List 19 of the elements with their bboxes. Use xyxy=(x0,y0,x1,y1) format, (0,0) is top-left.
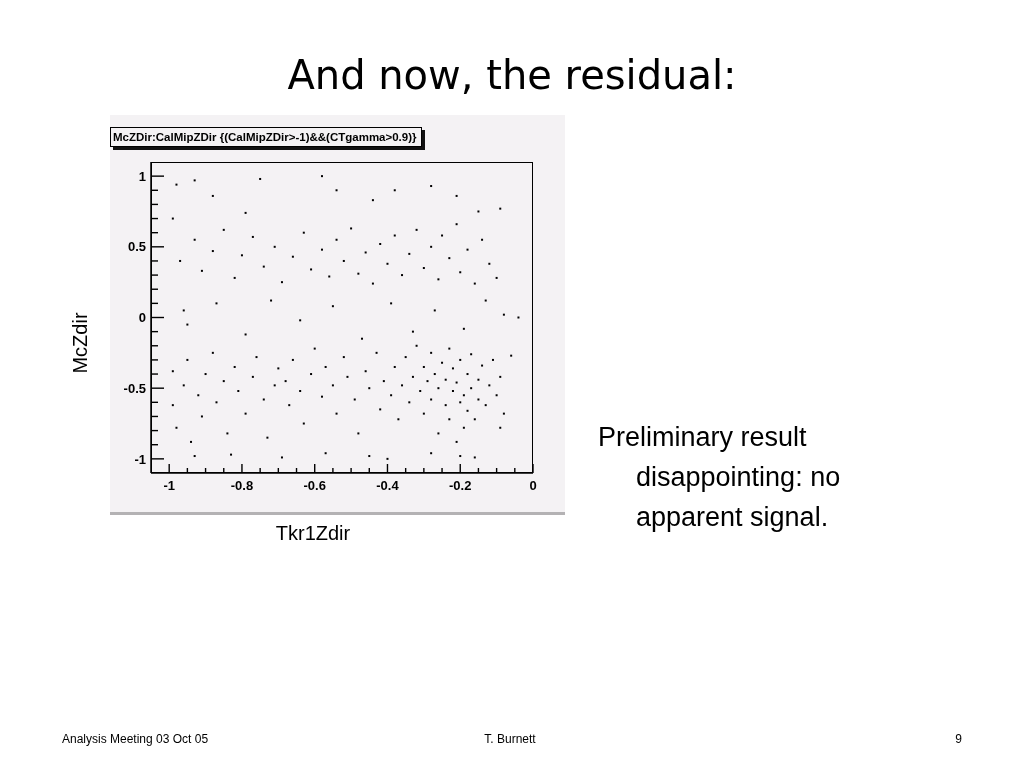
x-tick-label: -0.8 xyxy=(230,477,254,493)
text: 9 xyxy=(954,732,962,746)
x-tick-label: -1 xyxy=(163,477,175,493)
y-tick-label: 0.5 xyxy=(127,239,146,255)
x-tick-label: 0 xyxy=(529,477,537,493)
y-tick-label: -1 xyxy=(134,451,146,467)
text: T. Burnett xyxy=(483,732,537,746)
y-tick-label: -0.5 xyxy=(123,380,146,396)
y-axis-title: McZdir xyxy=(68,312,92,374)
text: Preliminary result disappointing: no apparent signal. xyxy=(598,421,842,534)
x-tick-label: -0.4 xyxy=(376,477,400,493)
x-tick-label: -0.2 xyxy=(449,477,472,493)
text: Analysis Meeting 03 Oct 05 xyxy=(62,732,209,746)
y-tick-label: 1 xyxy=(138,168,146,184)
y-tick-label: 0 xyxy=(138,310,146,326)
x-axis-title: Tkr1Zdir xyxy=(274,522,352,545)
x-tick-label: -0.6 xyxy=(303,477,326,493)
chart-subtitle: McZDir:CalMipZDir {(CalMipZDir>-1)&&(CTgamma>0.9)} xyxy=(110,127,422,147)
chart-title: And now, the residual: xyxy=(286,52,738,98)
